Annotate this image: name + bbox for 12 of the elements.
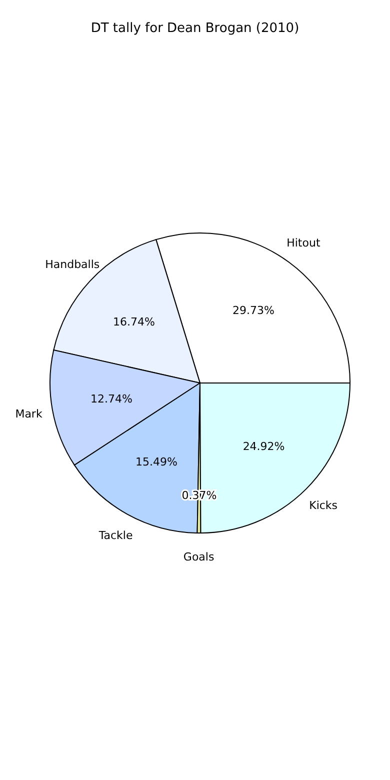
slice-label: Hitout xyxy=(286,236,321,250)
data-label: 24.92% xyxy=(242,440,285,453)
data-label: 12.74% xyxy=(90,392,132,406)
slice-label: Goals xyxy=(183,550,214,564)
slice-label: Mark xyxy=(15,407,43,420)
slice-label: Tackle xyxy=(98,528,133,542)
data-label: 29.73% xyxy=(232,304,274,318)
data-label: 16.74% xyxy=(113,315,155,328)
slice-label: Kicks xyxy=(309,499,338,512)
slice-label: Handballs xyxy=(45,258,100,272)
chart-title: DT tally for Dean Brogan (2010) xyxy=(90,21,300,36)
data-label: 15.49% xyxy=(135,455,178,468)
